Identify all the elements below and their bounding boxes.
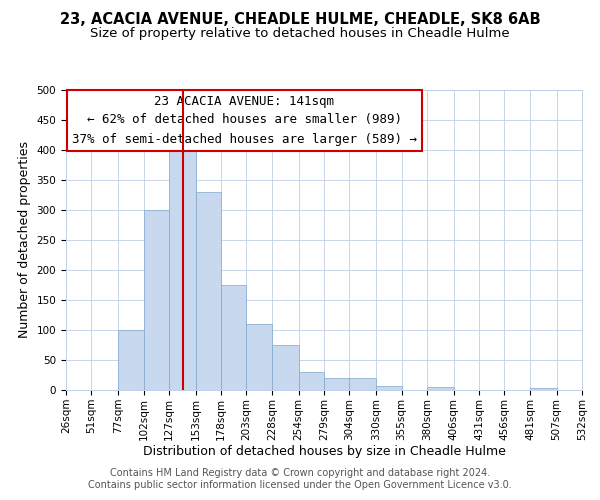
Text: Size of property relative to detached houses in Cheadle Hulme: Size of property relative to detached ho…	[90, 28, 510, 40]
Bar	[530, 388, 557, 390]
Bar	[118, 330, 143, 390]
Bar	[221, 285, 247, 390]
Bar	[376, 386, 401, 390]
Bar	[196, 192, 221, 390]
Y-axis label: Number of detached properties: Number of detached properties	[18, 142, 31, 338]
Bar	[349, 378, 376, 390]
X-axis label: Distribution of detached houses by size in Cheadle Hulme: Distribution of detached houses by size …	[143, 446, 505, 458]
Bar	[169, 144, 196, 390]
Bar	[272, 345, 299, 390]
Bar	[143, 210, 169, 390]
Text: 23 ACACIA AVENUE: 141sqm  
← 62% of detached houses are smaller (989)
37% of sem: 23 ACACIA AVENUE: 141sqm ← 62% of detach…	[71, 94, 416, 146]
Text: Contains HM Land Registry data © Crown copyright and database right 2024.: Contains HM Land Registry data © Crown c…	[110, 468, 490, 477]
Bar	[247, 324, 272, 390]
Text: 23, ACACIA AVENUE, CHEADLE HULME, CHEADLE, SK8 6AB: 23, ACACIA AVENUE, CHEADLE HULME, CHEADL…	[59, 12, 541, 28]
Bar	[299, 372, 324, 390]
Bar	[324, 378, 349, 390]
Bar	[427, 387, 454, 390]
Text: Contains public sector information licensed under the Open Government Licence v3: Contains public sector information licen…	[88, 480, 512, 490]
